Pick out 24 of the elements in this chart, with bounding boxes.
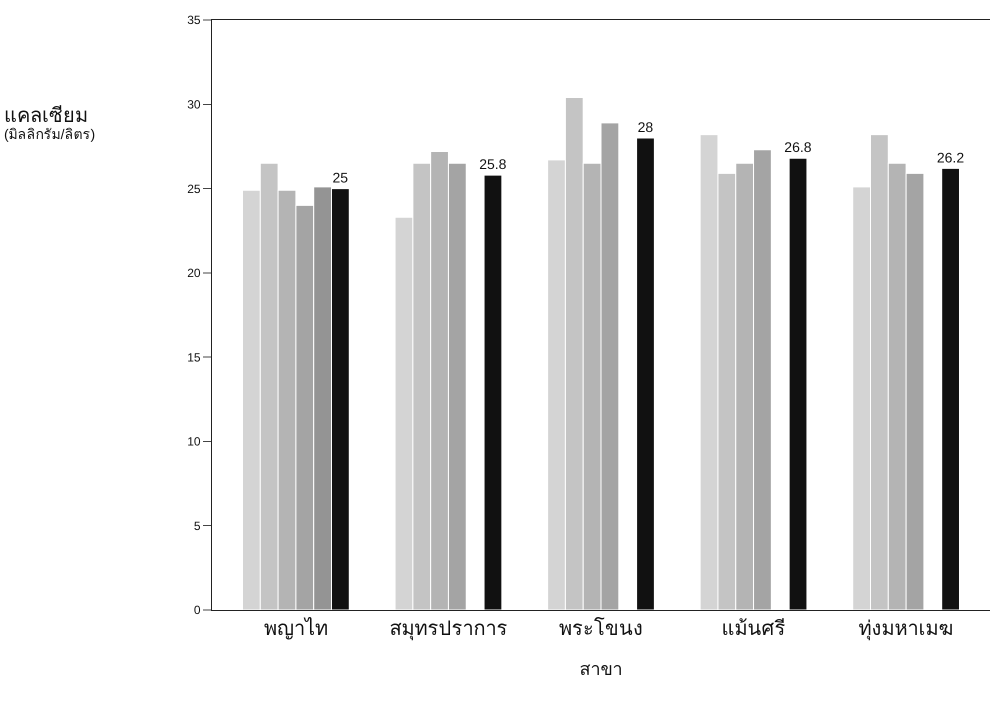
y-tick-label: 25: [187, 182, 201, 196]
data-label: 25: [332, 170, 348, 186]
y-tick-label: 5: [194, 518, 201, 533]
bar: [941, 168, 960, 610]
bar: [484, 174, 502, 610]
x-tick-label: แม้นศรี: [722, 618, 786, 640]
x-tick-label: พระโขนง: [559, 617, 643, 640]
data-label: 25.8: [479, 156, 507, 172]
y-tick-label: 15: [187, 350, 201, 364]
data-label: 28: [638, 119, 654, 135]
y-tick-label: 10: [187, 434, 201, 449]
bar: [788, 158, 808, 610]
x-axis-title: สาขา: [580, 659, 622, 680]
y-tick-label: 35: [187, 13, 201, 28]
x-tick-label: สมุทรปราการ: [389, 618, 508, 641]
bar: [636, 138, 655, 610]
data-label: 26.2: [936, 149, 964, 166]
x-tick-label: ทุ่งมหาเมฆ: [858, 618, 954, 641]
y-tick-label: 20: [187, 266, 201, 280]
y-axis-title: แคลเซียม (มิลลิกรัม/ลิตร): [4, 105, 96, 142]
y-tick-label: 30: [187, 97, 201, 112]
x-tick-label: พญาไท: [264, 617, 328, 640]
y-tick-label: 0: [194, 603, 201, 618]
data-label: 26.8: [784, 139, 812, 156]
